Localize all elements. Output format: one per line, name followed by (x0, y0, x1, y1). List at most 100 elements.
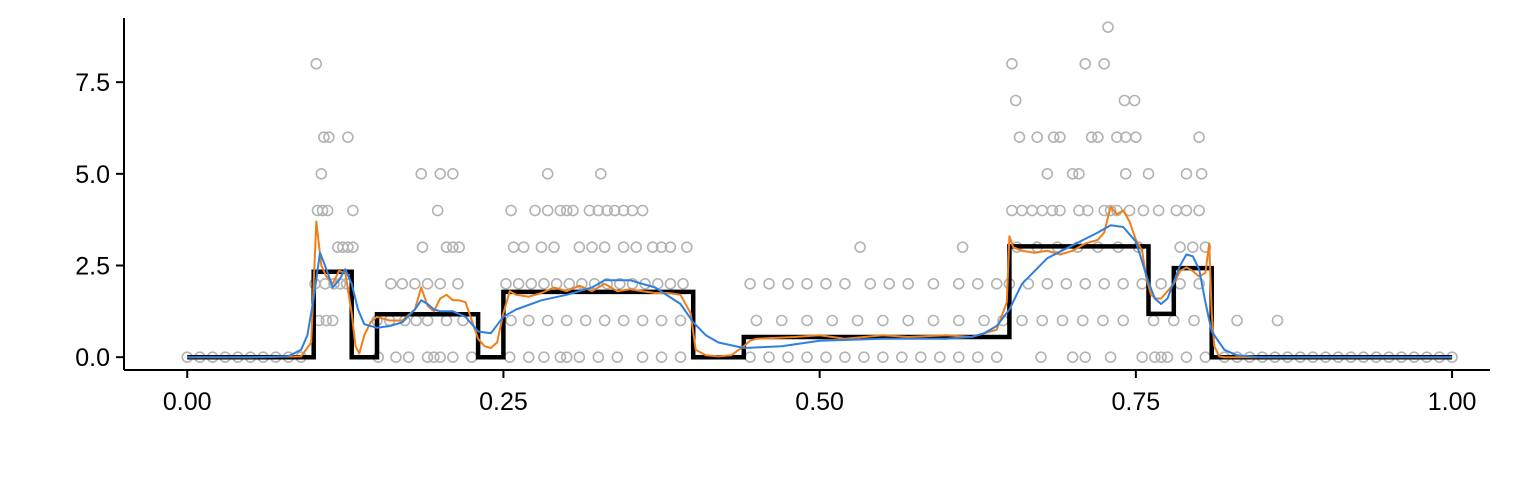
data-point (934, 351, 946, 363)
data-point (1041, 278, 1054, 290)
data-point (636, 204, 649, 217)
data-point (583, 204, 596, 217)
data-point (1079, 351, 1092, 363)
data-point (1147, 314, 1160, 327)
data-point (434, 168, 447, 180)
data-point (636, 314, 649, 327)
data-point (1231, 314, 1243, 327)
data-point (839, 278, 851, 290)
data-point (1180, 204, 1193, 217)
data-point (1009, 94, 1022, 107)
data-point (310, 58, 323, 70)
data-point (503, 351, 516, 363)
data-point (952, 278, 965, 290)
data-point (579, 314, 592, 327)
series-lines (187, 205, 1453, 359)
data-point (326, 314, 339, 327)
data-point (1036, 204, 1049, 217)
y-tick-label: 2.5 (75, 253, 110, 281)
data-point (1073, 204, 1085, 217)
data-point (538, 278, 550, 290)
data-point (1031, 131, 1043, 143)
data-point (775, 314, 788, 327)
data-point (1193, 131, 1205, 143)
data-point (655, 351, 668, 363)
data-point (421, 278, 434, 290)
y-tick-label: 0.0 (75, 344, 110, 372)
data-point (1104, 204, 1117, 217)
data-point (554, 204, 567, 217)
x-tick-label: 0.75 (1112, 388, 1161, 416)
data-point (452, 278, 464, 290)
data-point (1130, 131, 1142, 143)
data-point (1193, 204, 1205, 217)
data-point (801, 314, 813, 327)
data-point (801, 351, 813, 363)
data-point (877, 314, 889, 327)
x-tick-label: 0.50 (795, 388, 844, 416)
data-point (1098, 58, 1111, 70)
data-point (1117, 278, 1130, 290)
data-point (434, 278, 447, 290)
data-point (971, 278, 984, 290)
data-point (402, 351, 415, 363)
data-point (1035, 351, 1047, 363)
data-point (601, 204, 613, 217)
data-point (1271, 314, 1284, 327)
data-point (1195, 168, 1208, 180)
data-point (415, 168, 428, 180)
x-tick-label: 0.00 (163, 388, 212, 416)
data-point (1193, 278, 1205, 290)
data-point (927, 314, 940, 327)
data-point (560, 204, 573, 217)
data-point (854, 241, 866, 253)
data-point (1006, 204, 1018, 217)
data-point (1036, 314, 1049, 327)
data-point (1016, 204, 1028, 217)
data-point (952, 314, 965, 327)
data-point (782, 278, 794, 290)
data-point (342, 241, 354, 253)
data-point (1047, 131, 1060, 143)
data-point (839, 351, 851, 363)
data-point (466, 351, 478, 363)
data-point (1128, 94, 1141, 107)
data-point (522, 351, 535, 363)
data-point (1006, 58, 1018, 70)
data-point (990, 278, 1003, 290)
data-point (851, 314, 864, 327)
data-point (500, 278, 512, 290)
data-point (1054, 204, 1066, 217)
data-point (598, 241, 611, 253)
step-function-line (187, 244, 1453, 360)
data-point (347, 241, 359, 253)
data-point (1136, 351, 1148, 363)
data-point (434, 351, 447, 363)
data-point (674, 351, 687, 363)
data-point (390, 351, 402, 363)
data-point (820, 351, 832, 363)
data-point (655, 314, 668, 327)
data-point (320, 314, 333, 327)
data-point (535, 241, 548, 253)
data-point (541, 314, 554, 327)
data-point (560, 314, 573, 327)
data-point (1180, 351, 1193, 363)
data-point (617, 204, 630, 217)
data-point (1161, 351, 1174, 363)
data-point (1149, 351, 1161, 363)
data-point (592, 204, 605, 217)
x-tick-label: 1.00 (1428, 388, 1477, 416)
data-point (576, 278, 588, 290)
data-point (1142, 168, 1155, 180)
data-point (1097, 314, 1109, 327)
data-point (1155, 278, 1167, 290)
data-point (971, 351, 984, 363)
data-point (328, 278, 340, 290)
data-point (573, 241, 586, 253)
data-point (517, 241, 530, 253)
data-point (664, 278, 677, 290)
data-point (902, 278, 914, 290)
data-point (1170, 204, 1183, 217)
